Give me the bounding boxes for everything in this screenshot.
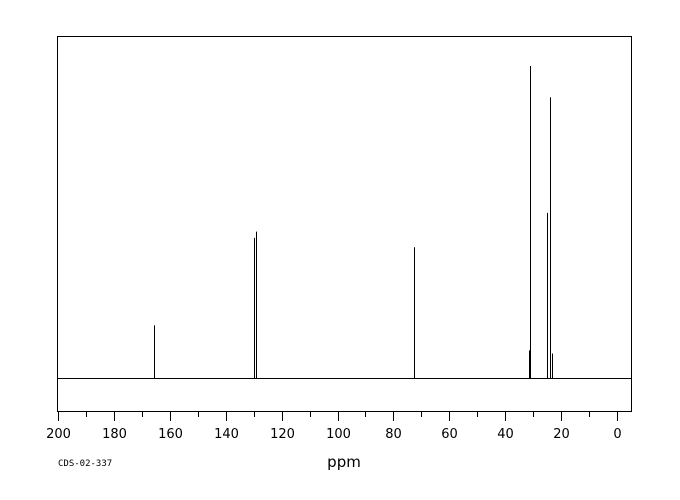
x-tick-label: 60 [441, 427, 458, 442]
x-tick-label: 180 [102, 427, 127, 442]
x-tick-label: 0 [613, 427, 621, 442]
x-tick-label: 120 [270, 427, 295, 442]
x-tick-label: 80 [385, 427, 402, 442]
x-tick-label: 140 [214, 427, 239, 442]
plot-frame [57, 36, 632, 412]
x-axis-title: ppm [327, 453, 361, 471]
x-tick-label: 200 [46, 427, 71, 442]
x-tick-label: 160 [158, 427, 183, 442]
x-tick-label: 40 [497, 427, 514, 442]
peaks-group [154, 66, 553, 379]
x-axis-tick-labels: 200 180 160 140 120 100 80 60 40 20 0 [46, 427, 622, 442]
spectrum-code-label: CDS-02-337 [58, 459, 112, 469]
x-tick-label: 20 [553, 427, 570, 442]
x-axis-ticks [58, 411, 618, 421]
x-tick-label: 100 [326, 427, 351, 442]
